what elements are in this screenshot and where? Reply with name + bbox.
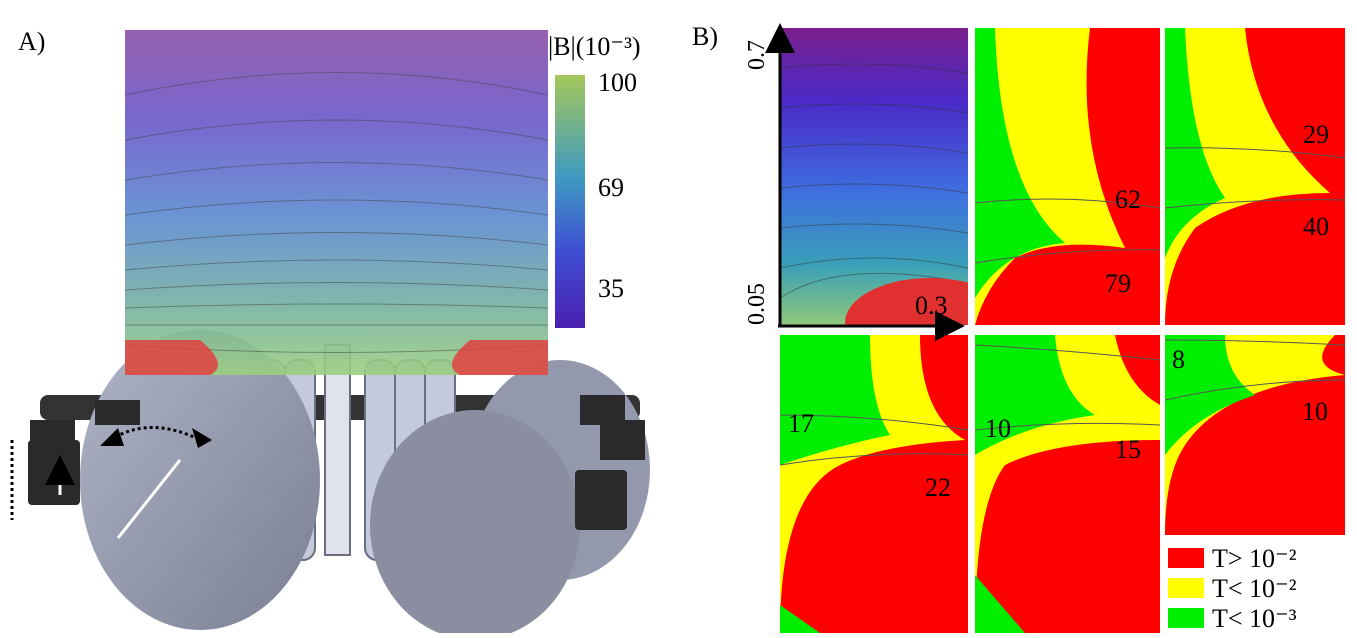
colorbar-tick-label: 100	[598, 68, 637, 97]
contour-label: 10	[1302, 397, 1328, 426]
subplot	[975, 335, 1160, 633]
contour-label: 22	[925, 473, 951, 502]
legend-swatch	[1168, 608, 1204, 628]
colorbar-title: |B|(10⁻³)	[548, 32, 641, 61]
contour-label: 0.3	[915, 291, 948, 320]
legend-swatch	[1168, 578, 1204, 598]
legend-label: T< 10⁻²	[1212, 574, 1297, 603]
subplot	[1165, 28, 1345, 325]
field-map	[125, 30, 548, 375]
legend: T> 10⁻²T< 10⁻²T< 10⁻³	[1168, 544, 1297, 633]
y-axis-label: 0.05	[744, 283, 770, 325]
legend-label: T< 10⁻³	[1212, 604, 1297, 633]
panel-label: A)	[18, 27, 45, 56]
colorbar	[555, 75, 585, 328]
colorbar-tick-label: 69	[598, 173, 624, 202]
contour-label: 29	[1303, 120, 1329, 149]
contour-label: 10	[985, 414, 1011, 443]
legend-swatch	[1168, 548, 1204, 568]
y-axis-label: 0.7	[744, 40, 770, 70]
panel-label: B)	[692, 22, 718, 51]
contour-label: 15	[1115, 435, 1141, 464]
colorbar-tick-label: 35	[598, 274, 624, 303]
contour-label: 62	[1115, 185, 1141, 214]
contour-label: 8	[1172, 345, 1185, 374]
magnet-assembly	[12, 330, 650, 633]
subplot	[975, 28, 1160, 325]
subplot	[1165, 335, 1345, 535]
contour-label: 40	[1303, 212, 1329, 241]
figure: A)	[0, 0, 1357, 633]
legend-label: T> 10⁻²	[1212, 544, 1297, 573]
contour-label: 17	[788, 409, 814, 438]
contour-label: 79	[1105, 269, 1131, 298]
